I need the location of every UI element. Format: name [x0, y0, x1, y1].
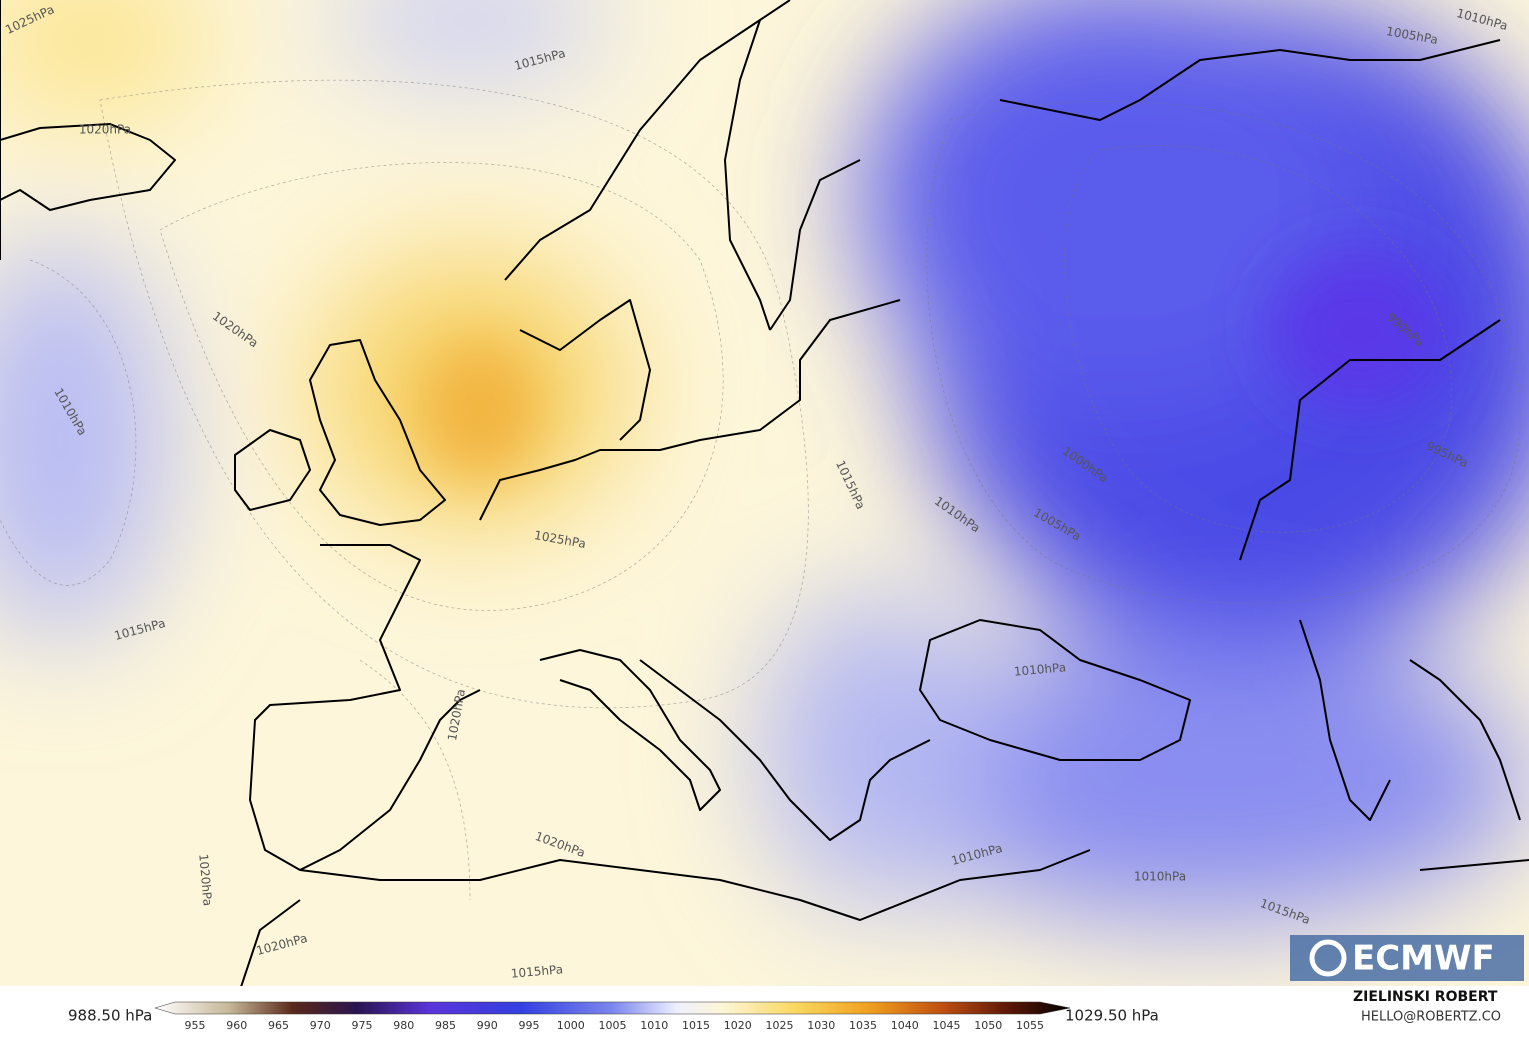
colorbar-tick: 1015 [682, 1019, 710, 1032]
colorbar-tick: 990 [477, 1019, 498, 1032]
logo-text: ECMWF [1352, 939, 1495, 979]
contour-label: 1020hPa [79, 123, 131, 137]
colorbar-tick: 995 [519, 1019, 540, 1032]
author: ZIELINSKI ROBERT [1353, 989, 1498, 1005]
colorbar-scale [154, 1001, 1071, 1015]
colorbar-tick: 955 [185, 1019, 206, 1032]
colorbar-tick: 1040 [891, 1019, 919, 1032]
contour-label: 1020hPa [196, 853, 214, 906]
min-label: 988.50 hPa [68, 1007, 152, 1025]
colorbar: 988.50 hPa 1029.50 hPa 955 960 965 970 975 98… [68, 1001, 1159, 1032]
contour-label: 1010hPa [1013, 660, 1066, 678]
credits: ZIELINSKI ROBERT HELLO@ROBERTZ.CO [1353, 989, 1501, 1025]
colorbar-tick: 980 [393, 1019, 414, 1032]
colorbar-tick: 1045 [933, 1019, 961, 1032]
logo: ECMWF [1290, 935, 1524, 981]
colorbar-tick: 960 [226, 1019, 247, 1032]
colorbar-tick: 1005 [599, 1019, 627, 1032]
contour-label: 1015hPa [510, 962, 563, 980]
colorbar-tick: 1020 [724, 1019, 752, 1032]
colorbar-tick: 1050 [974, 1019, 1002, 1032]
map: 1025hPa1015hPa1005hPa1010hPa1020hPa1020h… [0, 0, 1529, 991]
isobars [0, 79, 1521, 901]
colorbar-tick: 975 [352, 1019, 373, 1032]
contact: HELLO@ROBERTZ.CO [1361, 1010, 1501, 1025]
colorbar-tick: 1025 [766, 1019, 794, 1032]
colorbar-tick: 970 [310, 1019, 331, 1032]
colorbar-tick: 965 [268, 1019, 289, 1032]
colorbar-tick: 1000 [557, 1019, 585, 1032]
colorbar-tick: 1030 [807, 1019, 835, 1032]
coastlines [0, 0, 1529, 991]
colorbar-tick: 1035 [849, 1019, 877, 1032]
colorbar-tick: 985 [435, 1019, 456, 1032]
max-label: 1029.50 hPa [1065, 1007, 1159, 1025]
colorbar-tick: 1055 [1016, 1019, 1044, 1032]
contour-label: 1010hPa [1134, 870, 1186, 884]
colorbar-tick: 1010 [640, 1019, 668, 1032]
